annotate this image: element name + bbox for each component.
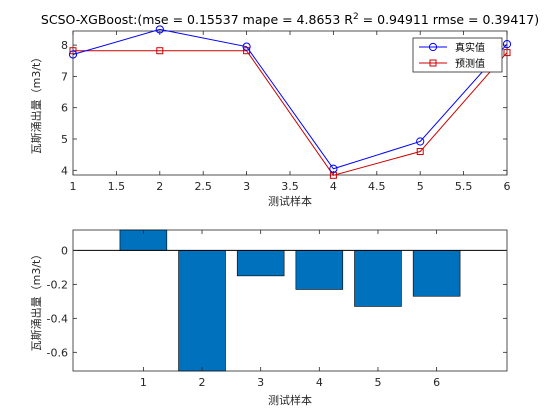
x-tick-label: 1 <box>70 180 77 193</box>
x-tick-label: 4 <box>330 180 337 193</box>
x-tick-label: 1 <box>140 376 147 389</box>
y-axis-label: 瓦斯涌出量（m3/t） <box>29 249 43 352</box>
y-tick-label: 6 <box>61 102 68 115</box>
title-superscript: 2 <box>353 12 359 22</box>
bar <box>236 250 285 277</box>
data-point <box>329 164 338 173</box>
y-tick-label: 8 <box>61 39 68 52</box>
x-tick-label: 1.5 <box>108 180 126 193</box>
bar <box>354 250 402 307</box>
x-tick-label: 5 <box>374 376 381 389</box>
x-tick-label: 6 <box>433 376 440 389</box>
series-line <box>73 50 508 176</box>
bar <box>178 250 226 372</box>
y-tick-label: 0 <box>61 244 68 257</box>
x-tick-label: 3 <box>243 180 250 193</box>
data-point <box>416 137 425 146</box>
x-tick-label: 5.5 <box>455 180 473 193</box>
x-tick-label: 2.5 <box>194 180 212 193</box>
data-point <box>156 47 164 55</box>
x-tick-label: 3.5 <box>281 180 299 193</box>
data-point <box>416 148 424 156</box>
bar <box>412 250 461 297</box>
y-axis-label: 瓦斯涌出量（m3/t） <box>29 52 43 155</box>
legend-marker-predicted <box>429 59 437 67</box>
axis-ticks: 1 1.5 2 2.5 3 3.5 4 4.5 5 5.5 6 4 5 6 7 8 <box>61 31 511 193</box>
data-point <box>68 50 78 59</box>
axis-ticks: 1 2 3 4 5 6 0 -0.2 -0.4 -0.6 <box>47 230 507 389</box>
data-point <box>502 40 512 49</box>
x-tick-label: 3 <box>257 376 264 389</box>
bar-chart: 1 2 3 4 5 6 0 -0.2 -0.4 -0.6 测试样本 瓦斯涌出量（m3/t） <box>29 229 508 407</box>
x-tick-label: 6 <box>504 180 511 193</box>
x-tick-label: 2 <box>199 376 206 389</box>
y-tick-label: 5 <box>61 133 68 146</box>
x-tick-label: 5 <box>417 180 424 193</box>
legend-label-predicted: 预测值 <box>455 57 485 70</box>
y-tick-label: -0.2 <box>47 278 68 291</box>
legend-marker-actual <box>428 42 438 52</box>
data-point <box>242 42 251 51</box>
legend-box <box>412 37 503 73</box>
y-tick-label: 7 <box>61 70 68 83</box>
series-group <box>68 25 512 179</box>
bars-group <box>73 229 507 372</box>
data-point <box>155 25 164 34</box>
bar <box>295 250 344 290</box>
x-tick-label: 4.5 <box>368 180 386 193</box>
chart-title: SCSO-XGBoost:(mse = 0.15537 mape = 4.865… <box>41 12 539 27</box>
line-chart: SCSO-XGBoost:(mse = 0.15537 mape = 4.865… <box>29 12 539 208</box>
legend-label-actual: 真实值 <box>455 41 485 54</box>
x-axis-label: 测试样本 <box>268 393 312 407</box>
legend: 真实值 预测值 <box>412 37 503 73</box>
x-tick-label: 2 <box>156 180 163 193</box>
data-point <box>503 49 511 57</box>
y-tick-label: 4 <box>61 164 68 177</box>
data-point <box>69 47 77 55</box>
x-axis-label: 测试样本 <box>268 194 312 208</box>
series-line <box>72 28 508 170</box>
y-tick-label: -0.4 <box>47 312 68 325</box>
y-tick-label: -0.6 <box>47 346 68 359</box>
x-tick-label: 4 <box>316 376 323 389</box>
